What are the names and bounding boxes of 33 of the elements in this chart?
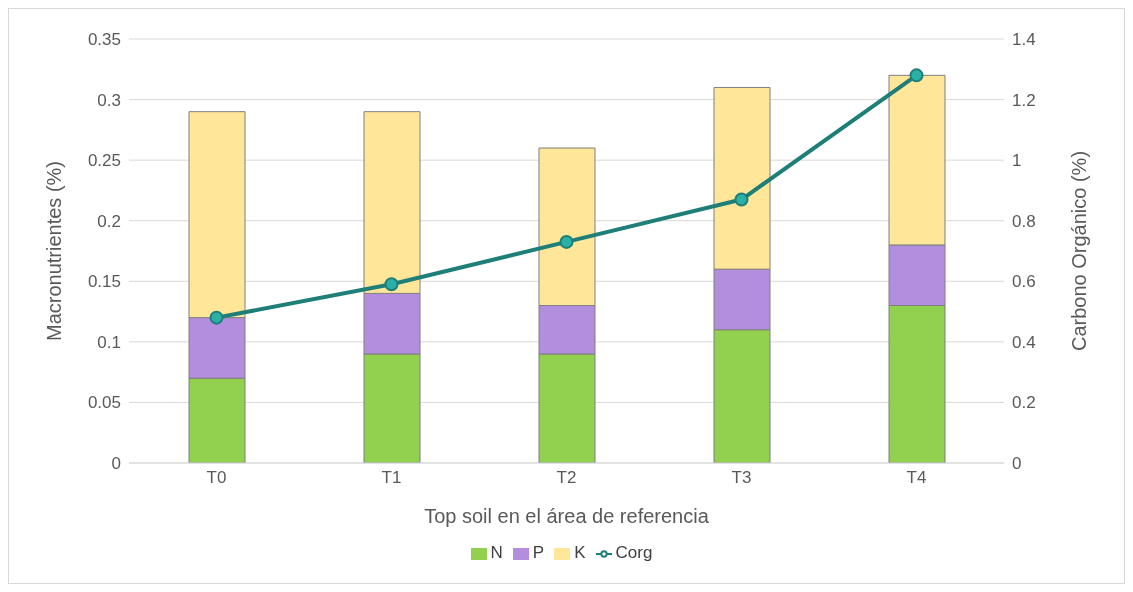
y-tick-label: 0	[111, 454, 121, 474]
x-tick-label: T1	[381, 468, 402, 488]
x-tick-label: T2	[556, 468, 577, 488]
y-axis-title: Macronutrientes (%)	[43, 160, 66, 342]
y-tick-label: 0.3	[97, 90, 121, 110]
y-tick-label: 0.1	[97, 332, 121, 352]
point	[909, 68, 924, 83]
y-tick-label: 0.25	[87, 151, 121, 171]
x-tick-label: T3	[731, 468, 752, 488]
y2-tick-label: 1	[1012, 151, 1022, 171]
point	[559, 234, 574, 249]
legend-label: Corg	[615, 543, 653, 562]
y2-tick-label: 1.2	[1012, 90, 1036, 110]
y2-axis-title: Carbono Orgánico (%)	[1068, 150, 1091, 352]
x-tick-label: T4	[906, 468, 927, 488]
y2-tick-label: 0.8	[1012, 211, 1036, 231]
point	[384, 277, 399, 292]
y-tick-label: 0.05	[87, 393, 121, 413]
y-tick-label: 0.35	[87, 30, 121, 50]
point	[734, 192, 749, 207]
y2-tick-label: 0.4	[1012, 332, 1036, 352]
y2-tick-label: 0.6	[1012, 272, 1036, 292]
legend-label: N	[490, 543, 503, 562]
y2-tick-label: 1.4	[1012, 30, 1036, 50]
y-tick-label: 0.2	[97, 211, 121, 231]
point	[209, 310, 224, 325]
y-tick-label: 0.15	[87, 272, 121, 292]
x-axis-title: Top soil en el área de referencia	[424, 505, 710, 527]
y2-tick-label: 0.2	[1012, 393, 1036, 413]
legend-label: P	[532, 543, 545, 562]
legend-label: K	[574, 543, 586, 562]
x-tick-label: T0	[206, 468, 227, 488]
y2-tick-label: 0	[1012, 454, 1022, 474]
